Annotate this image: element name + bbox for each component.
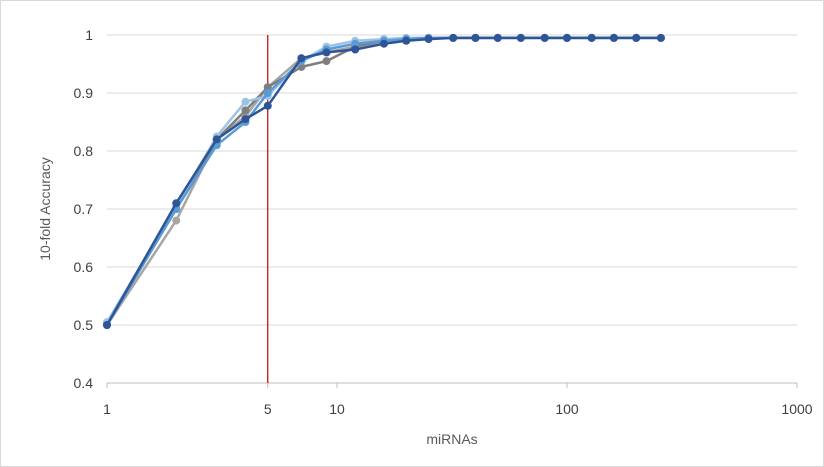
x-axis-title: miRNAs <box>426 431 477 447</box>
data-point <box>656 33 665 42</box>
series-3 <box>103 33 665 327</box>
data-point <box>172 216 181 225</box>
x-tick-label: 100 <box>555 401 579 417</box>
data-point <box>471 33 480 42</box>
y-tick-label: 0.4 <box>74 375 94 391</box>
y-tick-label: 0.5 <box>74 317 94 333</box>
y-axis-ticks: 0.4 0.5 0.6 0.7 0.8 0.9 1 <box>74 27 94 391</box>
x-tick-label: 1 <box>103 401 111 417</box>
data-point <box>263 89 272 97</box>
series-line <box>105 36 661 326</box>
y-tick-label: 0.6 <box>74 259 94 275</box>
y-axis-title: 10-fold Accuracy <box>37 157 53 261</box>
data-point <box>263 83 272 92</box>
data-point <box>172 199 181 208</box>
data-point <box>609 33 618 42</box>
y-tick-label: 0.8 <box>74 143 94 159</box>
y-tick-label: 0.7 <box>74 201 94 217</box>
data-point <box>424 35 433 44</box>
data-point <box>493 33 502 42</box>
y-tick-label: 0.9 <box>74 85 94 101</box>
data-point <box>516 33 525 42</box>
x-tick-label: 1000 <box>781 401 812 417</box>
data-point <box>103 321 111 329</box>
x-tick-label: 5 <box>264 401 272 417</box>
data-point <box>297 54 306 63</box>
x-tick-label: 10 <box>329 401 345 417</box>
series-1 <box>103 33 665 329</box>
series-5 <box>103 33 665 329</box>
data-point <box>322 57 331 66</box>
data-point <box>241 97 250 106</box>
data-point <box>322 48 331 57</box>
data-point <box>449 33 458 42</box>
data-point <box>632 33 641 42</box>
series-4 <box>103 33 665 329</box>
data-point <box>540 33 549 42</box>
data-point <box>241 115 250 124</box>
data-point <box>351 39 360 48</box>
x-axis-ticks: 1 5 10 100 1000 <box>103 383 813 417</box>
data-point <box>212 135 221 144</box>
data-point <box>587 33 596 42</box>
data-point <box>379 39 388 48</box>
data-point <box>563 33 571 42</box>
series-2 <box>103 33 665 329</box>
series-group <box>103 33 665 329</box>
data-point <box>263 101 272 110</box>
data-point <box>351 45 360 54</box>
data-point <box>402 36 411 45</box>
gridlines <box>107 34 797 384</box>
y-tick-label: 1 <box>85 27 93 43</box>
data-point <box>241 106 250 115</box>
